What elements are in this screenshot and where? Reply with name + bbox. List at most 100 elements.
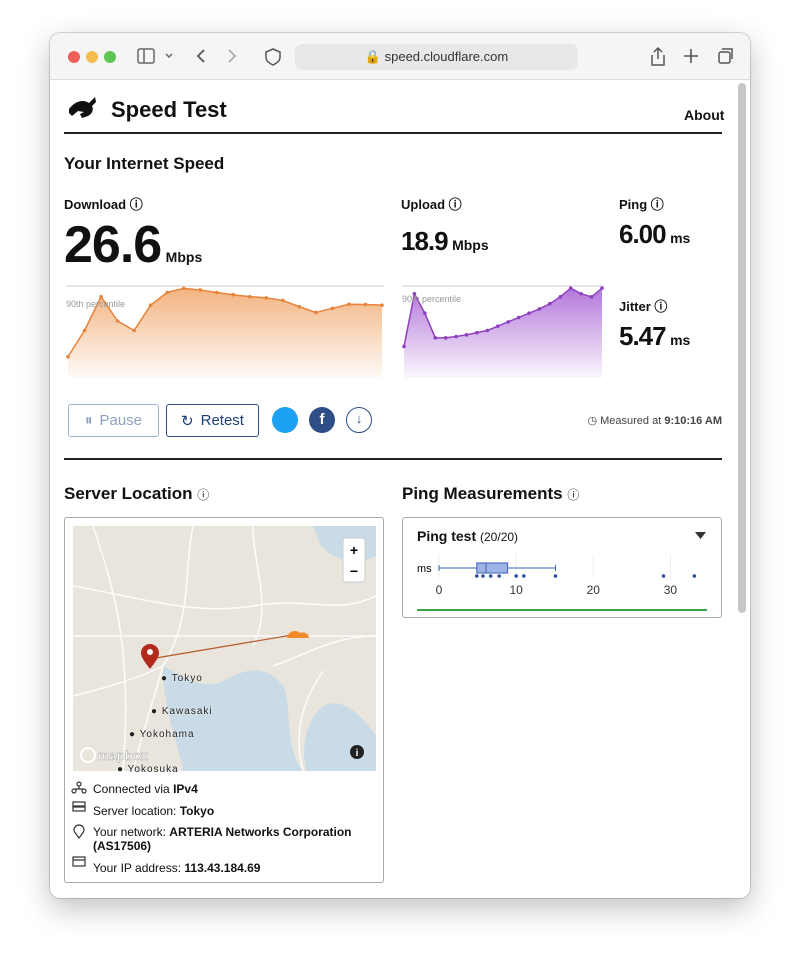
x-tick-label: 0 [436, 583, 443, 597]
download-results[interactable]: ↓ [346, 407, 372, 433]
speed-heading: Your Internet Speed [64, 154, 225, 173]
label: Connected via [93, 782, 170, 796]
ping-test-title[interactable]: Ping test (20/20) [417, 528, 518, 544]
label: Pause [99, 412, 143, 429]
info-row: Server location: Tokyo [93, 804, 378, 818]
upload-chart [402, 285, 604, 378]
facebook-share[interactable]: f [309, 407, 335, 433]
label: Your network: [93, 825, 166, 839]
sample-point [363, 302, 368, 307]
count: (20/20) [480, 530, 519, 544]
ping-point [514, 574, 518, 578]
info-row: Your IP address: 113.43.184.69 [93, 861, 378, 875]
sample-point [423, 311, 427, 316]
url: speed.cloudflare.com [384, 49, 509, 64]
ping-unit: ms [670, 230, 691, 246]
sample-point [548, 301, 552, 306]
place-label: ● Tokyo [161, 673, 203, 684]
toolbar-icons [137, 46, 733, 66]
sample-point [506, 320, 511, 324]
sample-point [181, 286, 186, 291]
sample-point [558, 295, 563, 299]
sample-point [66, 354, 70, 359]
jitter-label: Jitter ⓘ [619, 299, 668, 314]
sample-point [82, 328, 87, 333]
logo [69, 97, 96, 118]
label: Ping [619, 197, 648, 212]
sample-point [589, 295, 594, 299]
toolbar: 🔒 speed.cloudflare.com [50, 33, 750, 80]
ping-result: 6.00 ms [619, 219, 690, 250]
area [404, 288, 602, 378]
jitter-result: 5.47 ms [619, 321, 690, 352]
percentile-label: 90th percentile [402, 294, 462, 304]
value: 113.43.184.69 [184, 861, 261, 875]
download-unit: Mbps [165, 249, 203, 265]
sample-point [347, 302, 351, 307]
sample-point [579, 291, 583, 296]
axis-unit: ms [417, 563, 432, 575]
label: Your IP address: [93, 861, 182, 875]
site-title: Speed Test [111, 97, 227, 122]
zoom[interactable] [104, 51, 116, 63]
about-link[interactable]: About [684, 107, 725, 123]
sample-point [148, 303, 153, 307]
sample-point [527, 311, 531, 316]
sample-point [600, 286, 604, 290]
place-label: ● Yokohama [129, 729, 195, 740]
upload-result: 18.9 Mbps [401, 226, 489, 257]
line [67, 287, 383, 358]
upload-label: Upload ⓘ [401, 197, 462, 212]
label: Upload [401, 197, 446, 212]
server-card: + − i mapbox ● Tokyo ● Kawasaki ● Yokohama… [64, 517, 384, 883]
sample-point [297, 304, 302, 309]
ping-chart: ms 0 10 20 30 [417, 554, 707, 611]
divider [64, 458, 722, 460]
download-value: 26.6 [64, 216, 162, 274]
download-result: 26.6 Mbps [64, 215, 202, 275]
percentile-label: 90th percentile [66, 299, 126, 309]
value: ARTERIA Networks Corporation (AS17506) [93, 825, 352, 853]
dropdown[interactable] [695, 532, 707, 540]
area [68, 288, 382, 378]
jitter-value: 5.47 [619, 321, 667, 351]
ping-point [481, 574, 485, 578]
map[interactable]: + − i mapbox [73, 526, 376, 771]
place-label: ● Yokosuka [117, 764, 179, 775]
address-bar[interactable]: 🔒 speed.cloudflare.com [295, 44, 578, 70]
pause-button[interactable]: ⏸ Pause [68, 404, 159, 437]
label: Jitter [619, 299, 651, 314]
sample-point [402, 344, 406, 349]
value: Tokyo [179, 804, 215, 818]
ping-point [475, 574, 479, 578]
sample-point [485, 328, 490, 333]
value: IPv4 [173, 782, 198, 796]
scrollbar[interactable] [738, 83, 746, 613]
attribution: mapbox [98, 748, 149, 763]
ping-point [553, 574, 558, 578]
label: Server location: [93, 804, 177, 818]
zoom-in[interactable]: + [350, 542, 358, 558]
ping-card: Ping test (20/20) ms 0 10 20 30 [402, 517, 722, 618]
download-chart [66, 285, 384, 378]
sample-point [314, 310, 318, 315]
sample-point [475, 330, 479, 335]
ping-point [661, 574, 666, 578]
sample-point [495, 324, 500, 328]
sample-point [198, 288, 203, 292]
zoom-out[interactable]: − [350, 563, 358, 579]
jitter-unit: ms [670, 332, 691, 348]
sample-point [412, 291, 417, 296]
sample-point [330, 306, 335, 311]
box [476, 562, 509, 574]
text: Ping test [417, 528, 477, 544]
retest-button[interactable]: ↻ Retest [166, 404, 259, 437]
label: Download [64, 197, 127, 212]
minimize[interactable] [86, 51, 98, 63]
divider [64, 132, 722, 134]
row-icons [71, 781, 87, 867]
twitter-share[interactable] [272, 407, 298, 433]
label: Measured at [600, 415, 662, 427]
ping-point [692, 574, 697, 578]
close[interactable] [68, 51, 80, 63]
